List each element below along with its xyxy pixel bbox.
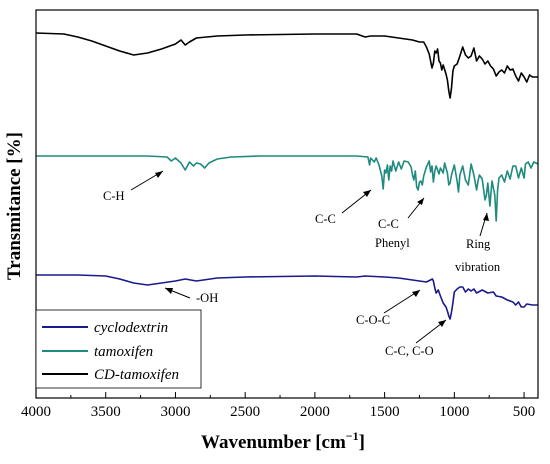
annotation-ring: Ring bbox=[466, 237, 491, 251]
arrowhead-ring bbox=[483, 213, 489, 221]
arrowhead-c-h bbox=[155, 171, 163, 178]
annotation-c-o-c: C-O-C bbox=[356, 313, 390, 327]
arrowhead-c-c-2 bbox=[417, 198, 424, 205]
arrowhead-c-o-c bbox=[412, 290, 420, 297]
legend-label-cyclodextrin: cyclodextrin bbox=[94, 320, 168, 336]
annotation-vibration: vibration bbox=[455, 260, 501, 274]
x-tick-label: 2000 bbox=[300, 404, 330, 420]
x-tick-label: 3000 bbox=[160, 404, 190, 420]
annotations: C-H C-C C-C Phenyl Ring vibration -OH C-… bbox=[103, 170, 501, 358]
x-axis-title-main: Wavenumber [cm bbox=[201, 432, 346, 453]
x-tick-label: 4000 bbox=[21, 404, 51, 420]
x-tick-label: 500 bbox=[513, 404, 536, 420]
annotation-c-c-2: C-C bbox=[378, 217, 399, 231]
x-tick-label: 1500 bbox=[370, 404, 400, 420]
plot-frame bbox=[35, 9, 539, 399]
annotation-oh: -OH bbox=[196, 291, 218, 305]
x-tick-label: 3500 bbox=[91, 404, 121, 420]
series-line-cd-tamoxifen bbox=[35, 32, 538, 99]
legend-label-tamoxifen: tamoxifen bbox=[94, 344, 153, 360]
plot-area bbox=[35, 32, 539, 320]
arrowhead-c-c-1 bbox=[363, 190, 371, 197]
x-axis-title: Wavenumber [cm−1] bbox=[201, 429, 365, 453]
arrowhead-c-c-c-o bbox=[438, 320, 446, 327]
series-line-cyclodextrin bbox=[36, 274, 538, 320]
annotation-c-c-c-o: C-C, C-O bbox=[385, 344, 434, 358]
legend: cyclodextrin tamoxifen CD-tamoxifen bbox=[35, 309, 202, 389]
annotation-c-c-1: C-C bbox=[315, 212, 336, 226]
series-line-tamoxifen bbox=[36, 155, 539, 222]
annotation-phenyl: Phenyl bbox=[375, 236, 410, 250]
axes: 4000 3500 3000 2500 2000 1500 1000 500 bbox=[21, 9, 539, 420]
annotation-arrowheads bbox=[155, 171, 489, 327]
x-tick-label: 1000 bbox=[439, 404, 469, 420]
annotation-c-h: C-H bbox=[103, 189, 125, 203]
legend-label-cd-tamoxifen: CD-tamoxifen bbox=[94, 367, 179, 383]
x-tick-label: 2500 bbox=[230, 404, 260, 420]
y-axis-title: Transmitance [%] bbox=[4, 132, 25, 280]
x-axis-title-superscript: −1 bbox=[346, 429, 359, 443]
x-axis-title-close: ] bbox=[359, 432, 365, 453]
arrowhead-oh bbox=[165, 288, 173, 294]
